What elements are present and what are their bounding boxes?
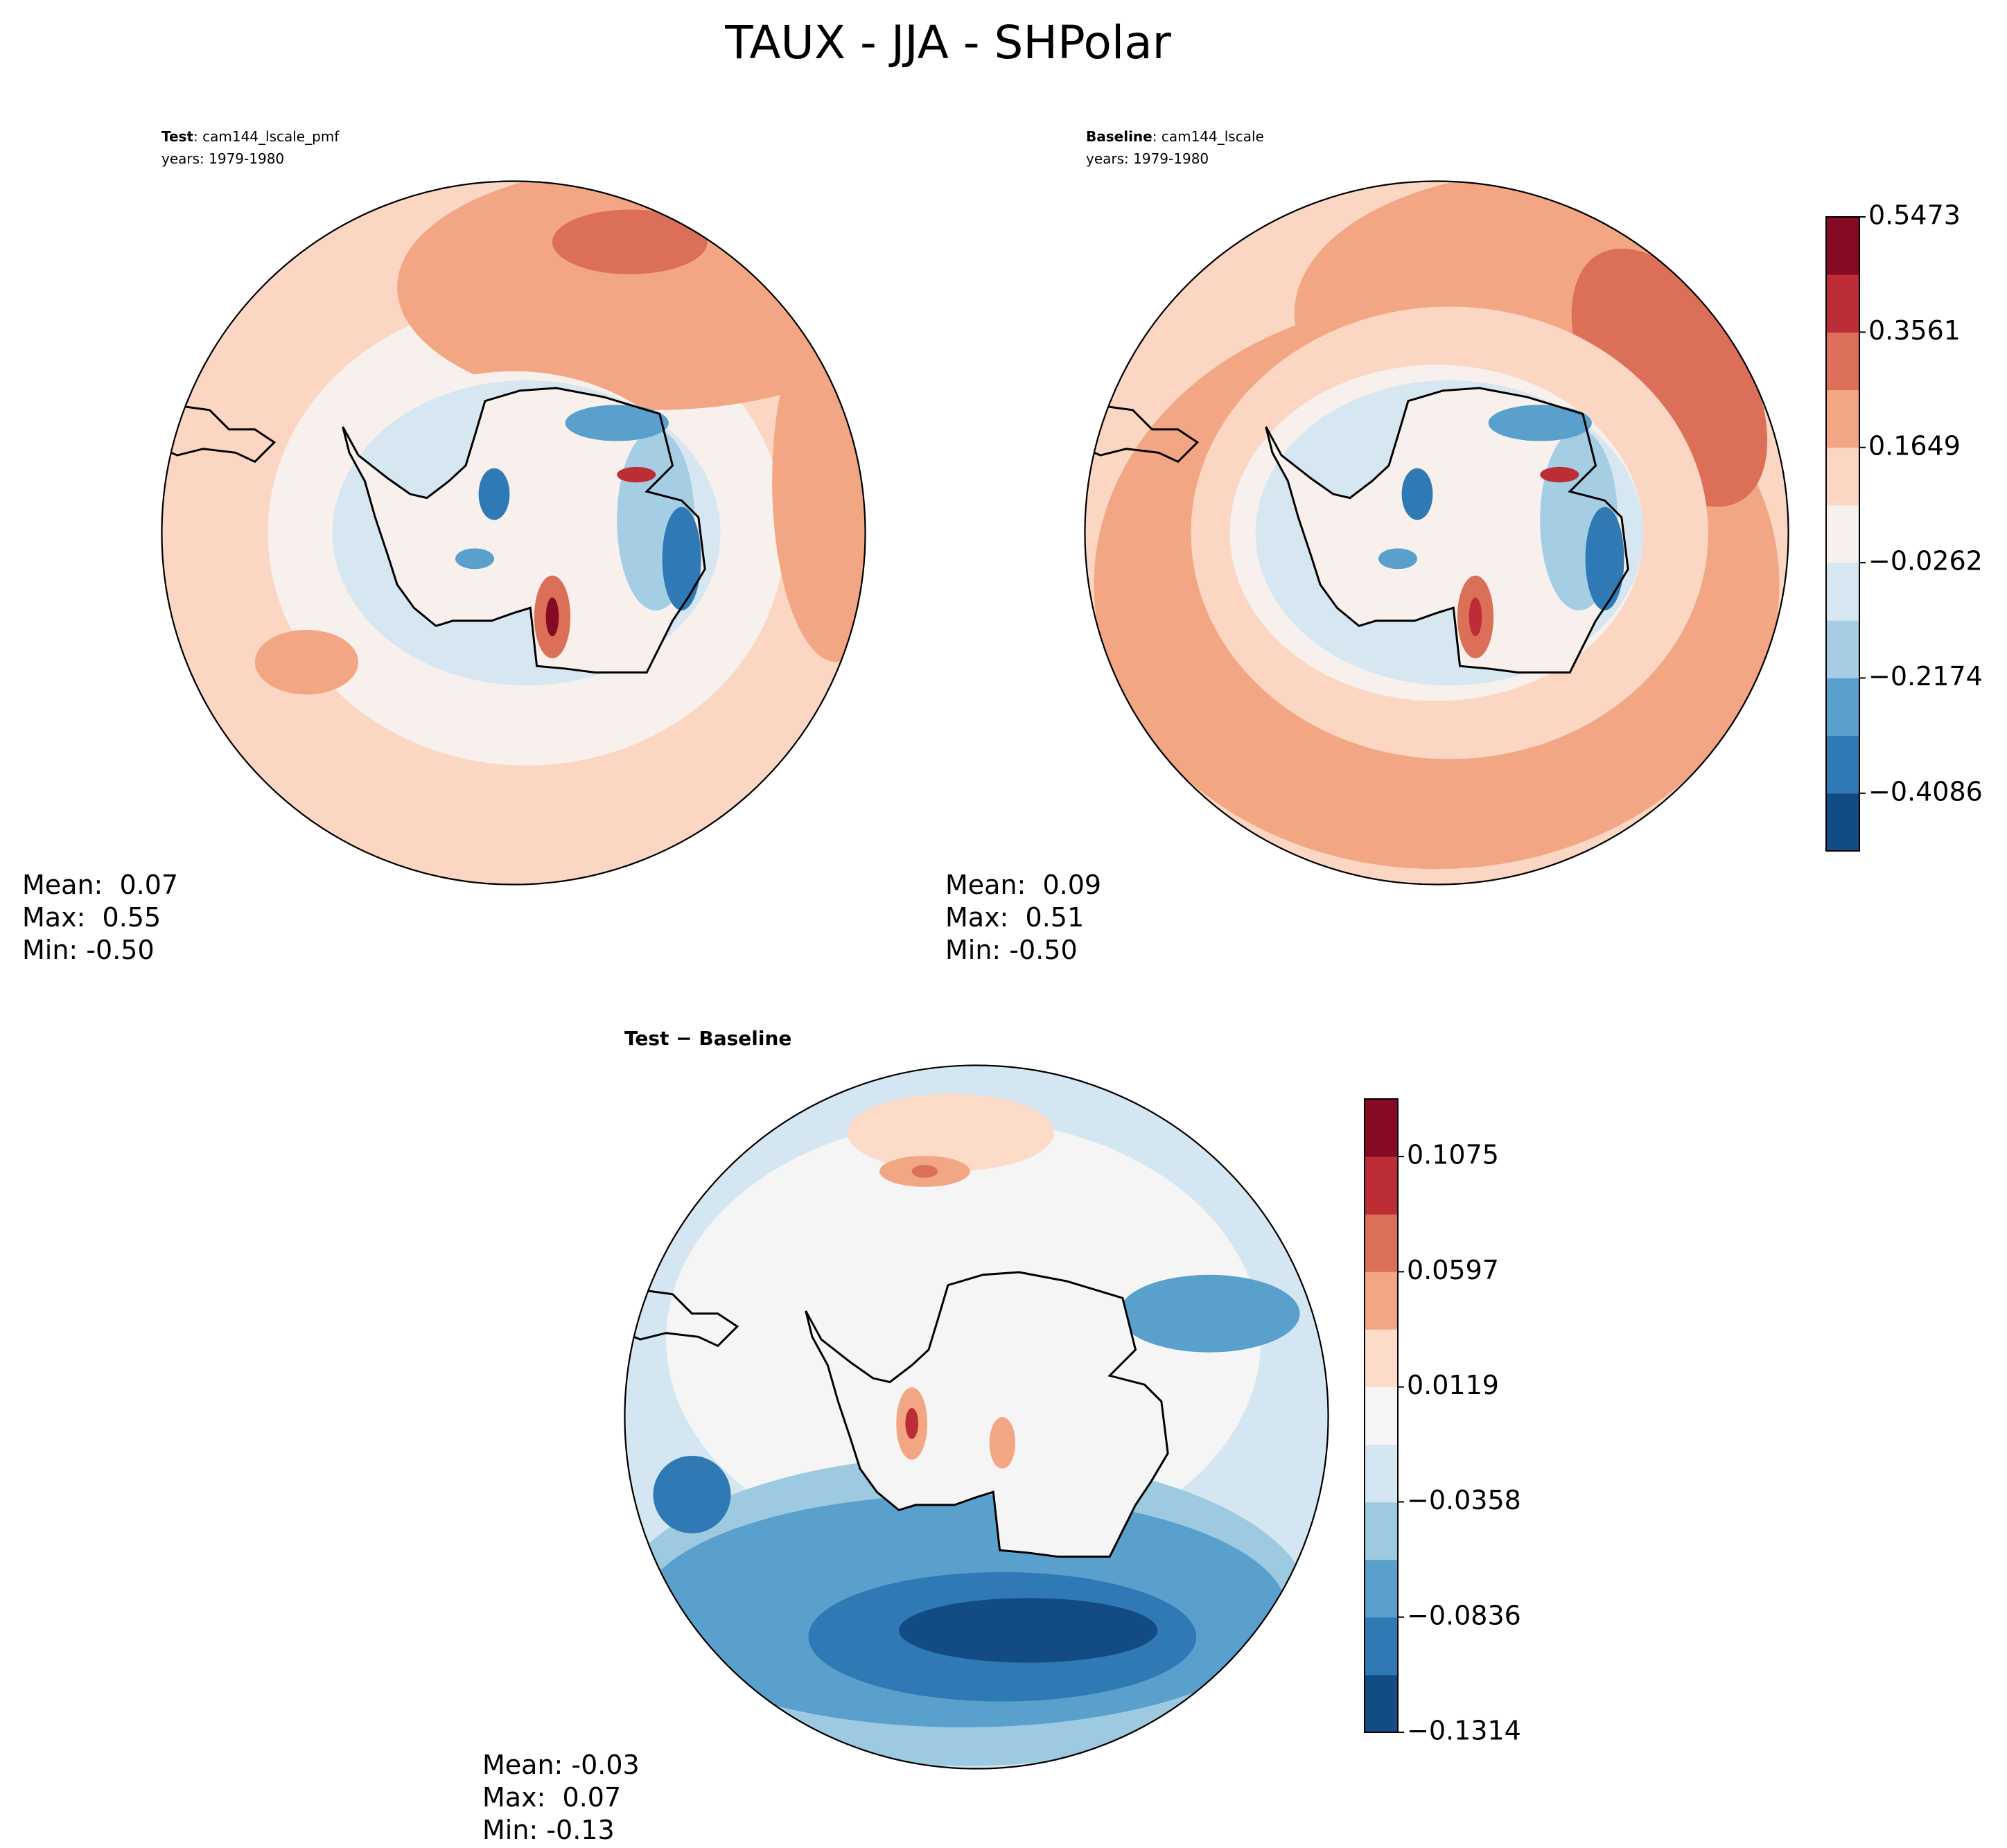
colorbar-band [1365,1559,1398,1618]
colorbar-band [1826,735,1859,794]
colorbar-band [1365,1329,1398,1387]
stat-max: Max: 0.55 [22,902,161,933]
colorbar-tick-label: −0.0358 [1407,1485,1521,1515]
colorbar-tick-label: 0.3561 [1868,315,1961,346]
colorbar-tick-label: −0.4086 [1868,776,1983,807]
map [1084,180,1789,886]
colorbar-band [1365,1387,1398,1445]
panel-years: years: 1979-1980 [161,150,284,167]
stat-mean: Mean: 0.07 [22,870,178,900]
colorbar-band [1365,1099,1398,1157]
stat-max: Max: 0.51 [945,902,1084,933]
map [624,1064,1329,1770]
colorbar-tick-label: 0.0597 [1407,1255,1499,1285]
colorbar-tick-label: −0.2174 [1868,661,1983,692]
colorbar-tick-label: 0.5473 [1868,200,1961,231]
panel-label: Test: cam144_lscale_pmf [161,128,340,145]
panel-label: Test − Baseline [624,1027,791,1050]
colorbar-tick-label: 0.0119 [1407,1370,1499,1400]
colorbar-band [1826,504,1859,563]
colorbar-band [1826,332,1859,391]
panel-label-bold: Test [161,128,193,145]
colorbar-band [1826,447,1859,506]
colorbar-tick-label: −0.0836 [1407,1600,1521,1630]
colorbar-band [1826,389,1859,448]
colorbar-band [1365,1156,1398,1215]
colorbar-band [1365,1444,1398,1503]
figure-title: TAUX - JJA - SHPolar [724,16,1171,69]
panel-years: years: 1979-1980 [1086,150,1209,167]
stat-mean: Mean: -0.03 [482,1750,640,1780]
panel-label: Baseline: cam144_lscale [1086,128,1264,145]
colorbar-band [1365,1502,1398,1560]
colorbar-band [1365,1271,1398,1330]
stat-min: Min: -0.13 [482,1815,615,1845]
colorbar-tick-label: 0.1075 [1407,1140,1499,1170]
panel-label-case: : cam144_lscale [1153,128,1264,145]
colorbar-tick-label: −0.0262 [1868,546,1983,577]
map [161,180,866,886]
colorbar-band [1826,217,1859,275]
colorbar-tick-label: 0.1649 [1868,430,1961,461]
colorbar-tick-label: −0.1314 [1407,1716,1521,1746]
stat-min: Min: -0.50 [945,935,1078,965]
colorbar-frame [1364,1098,1399,1733]
panel-label-bold: Baseline [1086,128,1153,145]
stat-max: Max: 0.07 [482,1782,621,1813]
colorbar-band [1365,1674,1398,1733]
colorbar-band [1365,1617,1398,1675]
panel-label-case: : cam144_lscale_pmf [193,128,340,145]
stat-min: Min: -0.50 [22,935,155,965]
colorbar-band [1826,274,1859,333]
colorbar-band [1826,793,1859,852]
colorbar-frame [1825,216,1860,852]
colorbar-band [1826,563,1859,621]
colorbar-band [1365,1214,1398,1272]
stat-mean: Mean: 0.09 [945,870,1101,900]
colorbar-band [1826,620,1859,678]
colorbar-band [1826,678,1859,737]
